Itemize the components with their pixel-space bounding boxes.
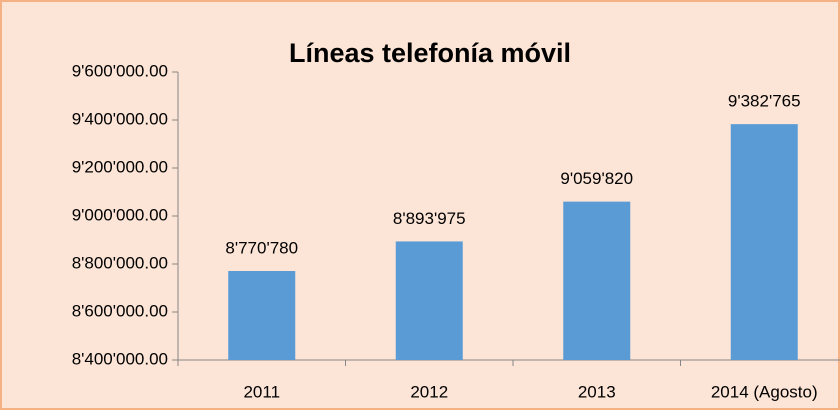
bar [730,124,798,360]
x-tick-label: 2012 [410,382,448,401]
chart-title: Líneas telefonía móvil [289,38,571,68]
y-tick-label: 9'000'000.00 [72,205,168,224]
y-tick-label: 9'200'000.00 [72,157,168,176]
y-tick-label: 8'600'000.00 [72,301,168,320]
data-label: 9'059'820 [560,169,633,188]
data-label: 8'893'975 [393,209,466,228]
data-label: 9'382'765 [728,92,801,111]
y-tick-label: 8'400'000.00 [72,349,168,368]
y-tick-label: 9'600'000.00 [72,61,168,80]
data-label: 8'770'780 [225,238,298,257]
x-tick-label: 2011 [243,382,280,401]
y-tick-label: 9'400'000.00 [72,109,168,128]
bar [563,201,631,360]
x-tick-label: 2014 (Agosto) [711,382,818,401]
bar [395,241,463,360]
y-tick-label: 8'800'000.00 [72,253,168,272]
x-tick-label: 2013 [578,382,616,401]
bar [228,271,296,360]
